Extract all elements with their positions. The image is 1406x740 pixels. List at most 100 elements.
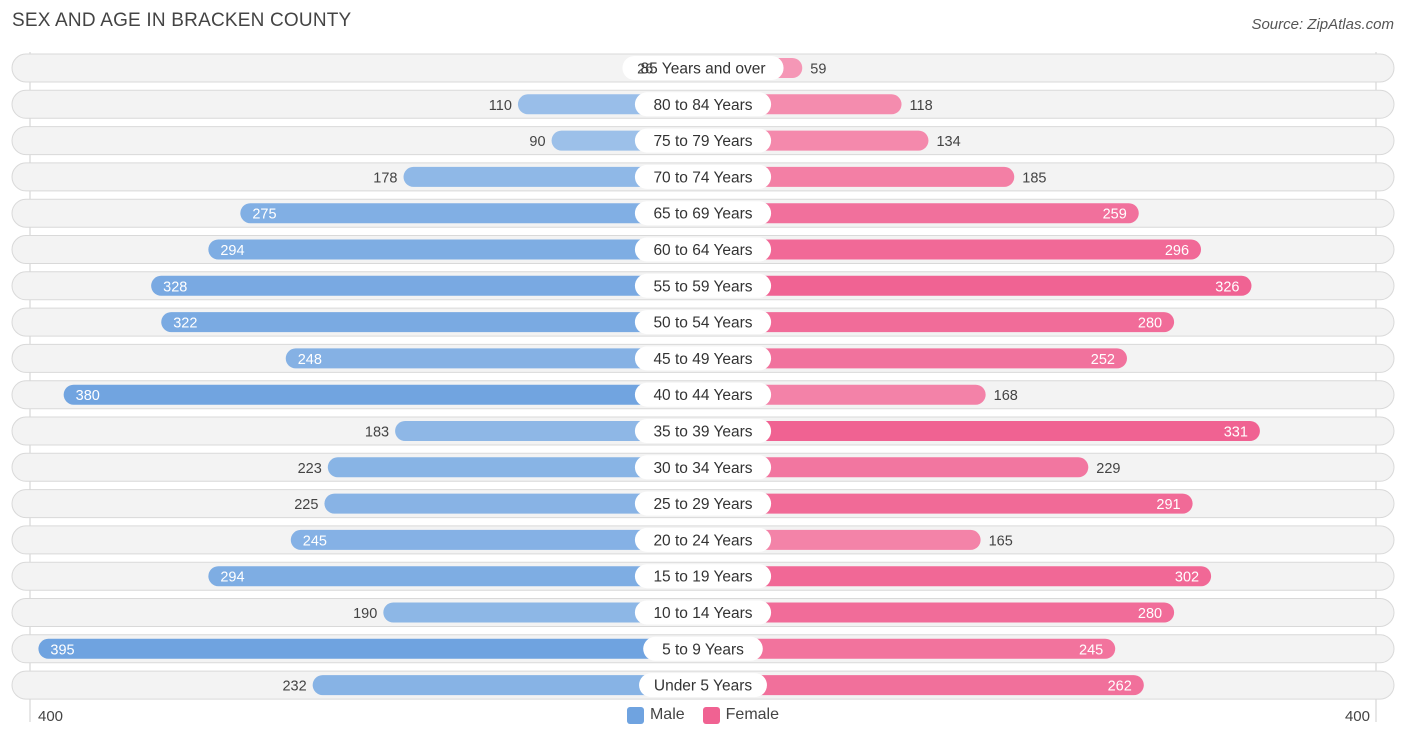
row-2[interactable]: 75 to 79 Years 90 134 xyxy=(11,126,1395,156)
male-value-label: 245 xyxy=(303,533,327,549)
row-11[interactable]: 30 to 34 Years 223 229 xyxy=(11,452,1395,482)
female-value-label: 291 xyxy=(1156,497,1180,513)
female-bar xyxy=(693,638,1116,659)
category-label-bg xyxy=(643,636,763,661)
male-value-label: 395 xyxy=(50,642,74,658)
row-16[interactable]: 5 to 9 Years 395 245 xyxy=(11,634,1395,664)
row-7[interactable]: 50 to 54 Years 322 280 xyxy=(11,307,1395,337)
row-5[interactable]: 60 to 64 Years 294 296 xyxy=(11,235,1395,264)
source-label: Source: ZipAtlas.com xyxy=(1251,16,1394,33)
male-value-label: 178 xyxy=(373,170,397,186)
male-value-label: 248 xyxy=(298,352,322,368)
category-label: 35 to 39 Years xyxy=(653,424,752,441)
female-bar xyxy=(693,421,1260,441)
male-value-label: 380 xyxy=(76,388,100,404)
female-value-label: 134 xyxy=(936,134,960,150)
legend-item-male[interactable]: Male xyxy=(626,706,685,724)
male-value-label: 110 xyxy=(489,98,512,114)
category-label: 85 Years and over xyxy=(641,61,766,78)
male-bar xyxy=(151,275,713,296)
female-bar xyxy=(693,602,1175,623)
category-label-bg xyxy=(634,600,772,625)
row-9[interactable]: 40 to 44 Years 380 168 xyxy=(11,380,1395,410)
female-value-label: 185 xyxy=(1022,170,1046,186)
category-label-bg xyxy=(634,491,772,516)
female-value-label: 259 xyxy=(1103,207,1127,223)
male-bar xyxy=(63,384,713,405)
axis-right-label: 400 xyxy=(1344,708,1370,725)
category-label: 65 to 69 Years xyxy=(653,206,752,223)
category-label: 80 to 84 Years xyxy=(653,97,752,114)
male-swatch xyxy=(626,706,644,724)
row-10[interactable]: 35 to 39 Years 183 331 xyxy=(11,416,1395,446)
category-label-bg xyxy=(634,273,772,298)
male-bar xyxy=(285,348,713,369)
male-value-label: 294 xyxy=(220,570,244,586)
female-value-label: 245 xyxy=(1079,642,1103,658)
category-label-bg xyxy=(634,237,772,262)
row-17[interactable]: Under 5 Years 232 262 xyxy=(11,670,1395,700)
female-bar xyxy=(693,348,1127,369)
category-label: 5 to 9 Years xyxy=(662,641,744,658)
legend-male-label: Male xyxy=(649,706,685,723)
male-bar xyxy=(240,203,713,224)
female-bar xyxy=(693,203,1139,224)
row-15[interactable]: 10 to 14 Years 190 280 xyxy=(11,598,1395,627)
male-value-label: 26 xyxy=(637,62,653,78)
legend-female-label: Female xyxy=(725,706,780,723)
category-label: 75 to 79 Years xyxy=(653,133,752,150)
female-bar xyxy=(693,457,1089,478)
row-4[interactable]: 65 to 69 Years 275 259 xyxy=(11,198,1395,228)
male-bar xyxy=(403,166,713,187)
female-value-label: 252 xyxy=(1091,352,1115,368)
male-value-label: 328 xyxy=(163,279,187,295)
category-label-bg xyxy=(634,164,772,189)
female-value-label: 302 xyxy=(1175,570,1199,586)
male-value-label: 225 xyxy=(294,497,318,513)
female-value-label: 168 xyxy=(994,388,1018,404)
category-label: 15 to 19 Years xyxy=(653,569,752,586)
category-label-bg xyxy=(634,419,772,443)
category-label-bg xyxy=(634,128,772,153)
male-value-label: 275 xyxy=(252,207,276,223)
axis-left-label: 400 xyxy=(38,708,64,725)
female-value-label: 59 xyxy=(810,62,826,78)
male-bar xyxy=(395,421,713,441)
row-8[interactable]: 45 to 49 Years 248 252 xyxy=(11,343,1395,373)
male-bar xyxy=(208,239,713,260)
category-label: 10 to 14 Years xyxy=(653,605,752,622)
category-label: 40 to 44 Years xyxy=(653,387,752,404)
category-label: Under 5 Years xyxy=(654,678,752,695)
female-value-label: 262 xyxy=(1108,679,1132,695)
female-bar xyxy=(693,675,1144,696)
row-6[interactable]: 55 to 59 Years 328 326 xyxy=(11,271,1395,301)
category-label-bg xyxy=(634,382,772,407)
row-12[interactable]: 25 to 29 Years 225 291 xyxy=(11,489,1395,519)
row-14[interactable]: 15 to 19 Years 294 302 xyxy=(11,561,1395,591)
row-1[interactable]: 80 to 84 Years 110 118 xyxy=(11,89,1395,119)
male-bar xyxy=(383,602,713,623)
row-13[interactable]: 20 to 24 Years 245 165 xyxy=(11,525,1395,555)
category-label-bg xyxy=(639,673,767,698)
female-value-label: 118 xyxy=(910,98,933,114)
category-label: 50 to 54 Years xyxy=(653,315,752,332)
legend-item-female[interactable]: Female xyxy=(702,706,780,724)
female-value-label: 165 xyxy=(989,533,1013,549)
category-label: 60 to 64 Years xyxy=(653,242,752,259)
row-3[interactable]: 70 to 74 Years 178 185 xyxy=(11,162,1395,192)
category-label: 45 to 49 Years xyxy=(653,351,752,368)
category-label-bg xyxy=(634,564,772,589)
legend: Male Female xyxy=(0,706,1406,724)
male-value-label: 223 xyxy=(298,461,322,477)
male-value-label: 183 xyxy=(365,425,389,441)
female-value-label: 280 xyxy=(1138,316,1162,332)
male-value-label: 294 xyxy=(220,243,244,259)
category-label-bg xyxy=(622,56,784,80)
female-bar xyxy=(693,275,1252,296)
female-value-label: 331 xyxy=(1224,425,1248,441)
male-bar xyxy=(161,312,714,333)
female-value-label: 296 xyxy=(1165,243,1189,259)
male-bar xyxy=(324,493,713,514)
